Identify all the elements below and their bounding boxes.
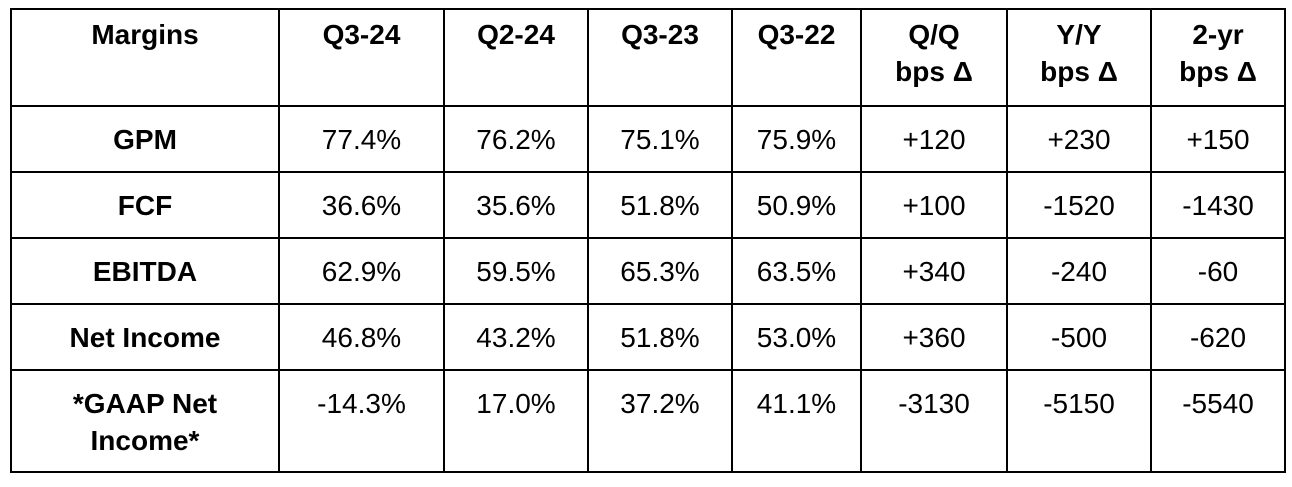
data-cell: 41.1% — [731, 369, 862, 473]
data-cell: +150 — [1150, 105, 1286, 173]
data-cell: +100 — [860, 171, 1008, 239]
table-row: *GAAP Net Income* -14.3% 17.0% 37.2% 41.1% -3… — [10, 369, 1286, 473]
header-row: Margins Q3-24 Q2-24 Q3-23 Q3-22 Q/Q bps Δ Y/Y … — [10, 8, 1286, 107]
data-cell: 65.3% — [587, 237, 733, 305]
data-cell: 63.5% — [731, 237, 862, 305]
data-cell: 51.8% — [587, 303, 733, 371]
data-cell: +340 — [860, 237, 1008, 305]
data-cell: 36.6% — [278, 171, 445, 239]
row-label: EBITDA — [10, 237, 280, 305]
data-cell: 76.2% — [443, 105, 589, 173]
data-cell: -1520 — [1006, 171, 1152, 239]
data-cell: -1430 — [1150, 171, 1286, 239]
table-row: Net Income 46.8% 43.2% 51.8% 53.0% +360 -500 -6… — [10, 303, 1286, 371]
data-cell: -5150 — [1006, 369, 1152, 473]
table-body: GPM 77.4% 76.2% 75.1% 75.9% +120 +230 +150 FCF 36… — [10, 105, 1286, 473]
table-row: EBITDA 62.9% 59.5% 65.3% 63.5% +340 -240 -60 — [10, 237, 1286, 305]
data-cell: 46.8% — [278, 303, 445, 371]
data-cell: -240 — [1006, 237, 1152, 305]
header-cell: Q/Q bps Δ — [860, 8, 1008, 107]
data-cell: 37.2% — [587, 369, 733, 473]
data-cell: 77.4% — [278, 105, 445, 173]
row-label: *GAAP Net Income* — [10, 369, 280, 473]
data-cell: 62.9% — [278, 237, 445, 305]
data-cell: 17.0% — [443, 369, 589, 473]
header-cell: Y/Y bps Δ — [1006, 8, 1152, 107]
table-row: FCF 36.6% 35.6% 51.8% 50.9% +100 -1520 -1430 — [10, 171, 1286, 239]
row-label: Net Income — [10, 303, 280, 371]
data-cell: 75.1% — [587, 105, 733, 173]
data-cell: -620 — [1150, 303, 1286, 371]
header-cell: Margins — [10, 8, 280, 107]
table-header: Margins Q3-24 Q2-24 Q3-23 Q3-22 Q/Q bps Δ Y/Y … — [10, 8, 1286, 107]
row-label: GPM — [10, 105, 280, 173]
margins-table: Margins Q3-24 Q2-24 Q3-23 Q3-22 Q/Q bps Δ Y/Y … — [10, 8, 1286, 473]
header-cell: Q3-24 — [278, 8, 445, 107]
header-cell: Q3-23 — [587, 8, 733, 107]
data-cell: -14.3% — [278, 369, 445, 473]
data-cell: 75.9% — [731, 105, 862, 173]
data-cell: 43.2% — [443, 303, 589, 371]
table-row: GPM 77.4% 76.2% 75.1% 75.9% +120 +230 +150 — [10, 105, 1286, 173]
data-cell: -60 — [1150, 237, 1286, 305]
header-cell: Q2-24 — [443, 8, 589, 107]
data-cell: -500 — [1006, 303, 1152, 371]
data-cell: +360 — [860, 303, 1008, 371]
data-cell: -5540 — [1150, 369, 1286, 473]
header-cell: Q3-22 — [731, 8, 862, 107]
header-cell: 2-yr bps Δ — [1150, 8, 1286, 107]
data-cell: 53.0% — [731, 303, 862, 371]
data-cell: +230 — [1006, 105, 1152, 173]
data-cell: -3130 — [860, 369, 1008, 473]
data-cell: 51.8% — [587, 171, 733, 239]
data-cell: +120 — [860, 105, 1008, 173]
data-cell: 50.9% — [731, 171, 862, 239]
row-label: FCF — [10, 171, 280, 239]
data-cell: 35.6% — [443, 171, 589, 239]
data-cell: 59.5% — [443, 237, 589, 305]
